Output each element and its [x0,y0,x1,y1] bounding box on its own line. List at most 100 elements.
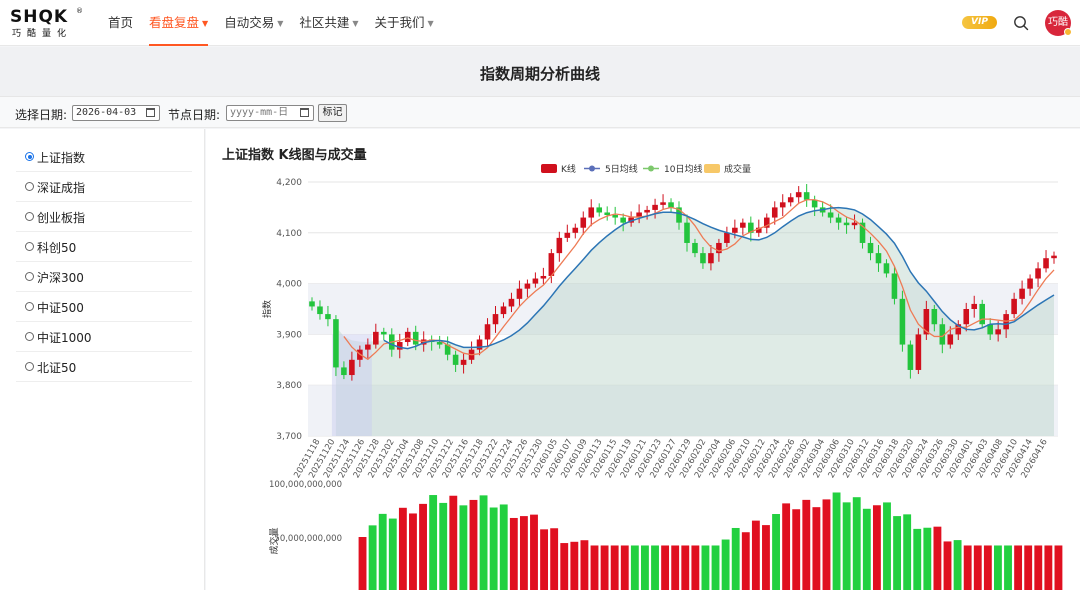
volume-bar [731,527,740,590]
nav-item-3[interactable]: 社区共建 ▼ [291,0,366,46]
candle-body [548,253,555,276]
volume-bar [893,516,902,590]
nav-item-4[interactable]: 关于我们 ▼ [367,0,442,46]
volume-bar [701,545,710,590]
candle-body [381,331,387,335]
index-option-3[interactable]: 科创50 [16,232,192,262]
chart-title: 上证指数 K线图与成交量 [222,148,367,163]
candle-body [644,209,650,213]
index-option-4[interactable]: 沪深300 [16,262,192,292]
candle-body [1011,298,1017,315]
candle-body [843,222,850,226]
volume-bar [903,514,912,590]
candle-body [811,199,818,208]
radio-button[interactable] [25,182,34,191]
index-option-label: 中证500 [37,301,84,315]
volume-bar [721,539,730,590]
candle-body [915,334,922,370]
page-title: 指数周期分析曲线 [479,65,600,83]
nav-item-label: 看盘复盘 [149,15,200,30]
vip-badge[interactable]: VIP [962,16,997,29]
select-date-input[interactable]: 2026-04-03 [72,105,160,121]
index-option-label: 上证指数 [37,151,86,165]
candle-body [404,331,411,343]
index-option-7[interactable]: 北证50 [16,352,192,382]
nav-item-label: 首页 [108,15,134,30]
volume-bar [530,514,538,590]
radio-button[interactable] [25,152,34,161]
candle-body [724,232,730,243]
candle-body [484,324,491,340]
nav-item-0[interactable]: 首页 [100,0,141,46]
candle-body [795,192,802,198]
node-date-input[interactable]: yyyy-mm-日 [226,105,314,121]
legend-label: 5日均线 [605,163,638,175]
candle-body [987,324,993,335]
candle-body [373,331,379,345]
radio-button[interactable] [25,212,34,221]
candle-body [452,354,459,365]
candle-body [740,222,746,228]
nav-item-label: 自动交易 [224,15,275,30]
radio-button[interactable] [25,302,34,311]
volume-bar [641,545,649,590]
volume-bar [681,545,690,590]
volume-bar [479,495,488,590]
candle-body [540,275,547,279]
index-option-1[interactable]: 深证成指 [16,172,192,202]
candle-body [652,204,658,210]
candle-body [524,283,531,289]
candle-body [979,303,985,325]
candle-body [556,237,563,254]
volume-bar [651,545,659,590]
calendar-icon[interactable] [300,108,309,117]
index-option-0[interactable]: 上证指数 [16,142,192,172]
main-nav: 首页 看盘复盘 ▼ 自动交易 ▼ 社区共建 ▼ 关于我们 ▼ [100,0,442,46]
volume-bar [489,507,498,590]
nav-item-2[interactable]: 自动交易 ▼ [216,0,291,46]
search-icon[interactable] [1012,14,1030,32]
candle-body [931,309,938,325]
candle-body [779,202,786,208]
index-option-5[interactable]: 中证500 [16,292,192,322]
nav-item-label: 社区共建 [299,15,350,30]
candle-body [365,344,371,350]
candle-body [692,242,698,254]
radio-button[interactable] [25,362,34,371]
candle-body [923,309,930,335]
chevron-down-icon: ▼ [202,19,209,28]
index-option-6[interactable]: 中证1000 [16,322,192,352]
index-option-2[interactable]: 创业板指 [16,202,192,232]
volume-bar [862,508,871,590]
volume-bar [570,541,579,590]
radio-button[interactable] [25,332,34,341]
candle-body [668,202,674,208]
candle-body [867,242,874,254]
nav-item-1[interactable]: 看盘复盘 ▼ [141,0,216,46]
y-tick-label: 3,800 [276,381,302,391]
candle-body [492,314,499,325]
volume-bar [540,529,549,590]
calendar-icon[interactable] [146,108,155,117]
volume-bar [762,525,770,590]
candle-body [907,344,914,370]
candle-body [732,227,738,233]
radio-button[interactable] [25,242,34,251]
volume-bar [671,545,680,590]
volume-bar [519,516,528,590]
mark-button[interactable]: 标记 [318,104,347,122]
radio-button[interactable] [25,272,34,281]
candle-body [309,301,315,307]
volume-bar [994,545,1002,590]
index-option-label: 北证50 [37,361,77,375]
candle-body [748,222,754,233]
volume-tick-label: 50,000,000,000 [274,534,342,544]
ma10-area [335,207,1055,436]
kline-volume-chart[interactable]: 3,7003,8003,9004,0004,1004,200指数20251118… [206,129,1080,590]
logo-wordmark: SHQK [10,7,69,27]
shqk-logo[interactable]: SHQK ® 巧酷量化 [10,7,90,39]
volume-bar [983,545,992,590]
volume-axis-label: 成交量 [268,527,280,554]
legend-label: K线 [561,163,576,175]
candle-body [564,232,571,238]
